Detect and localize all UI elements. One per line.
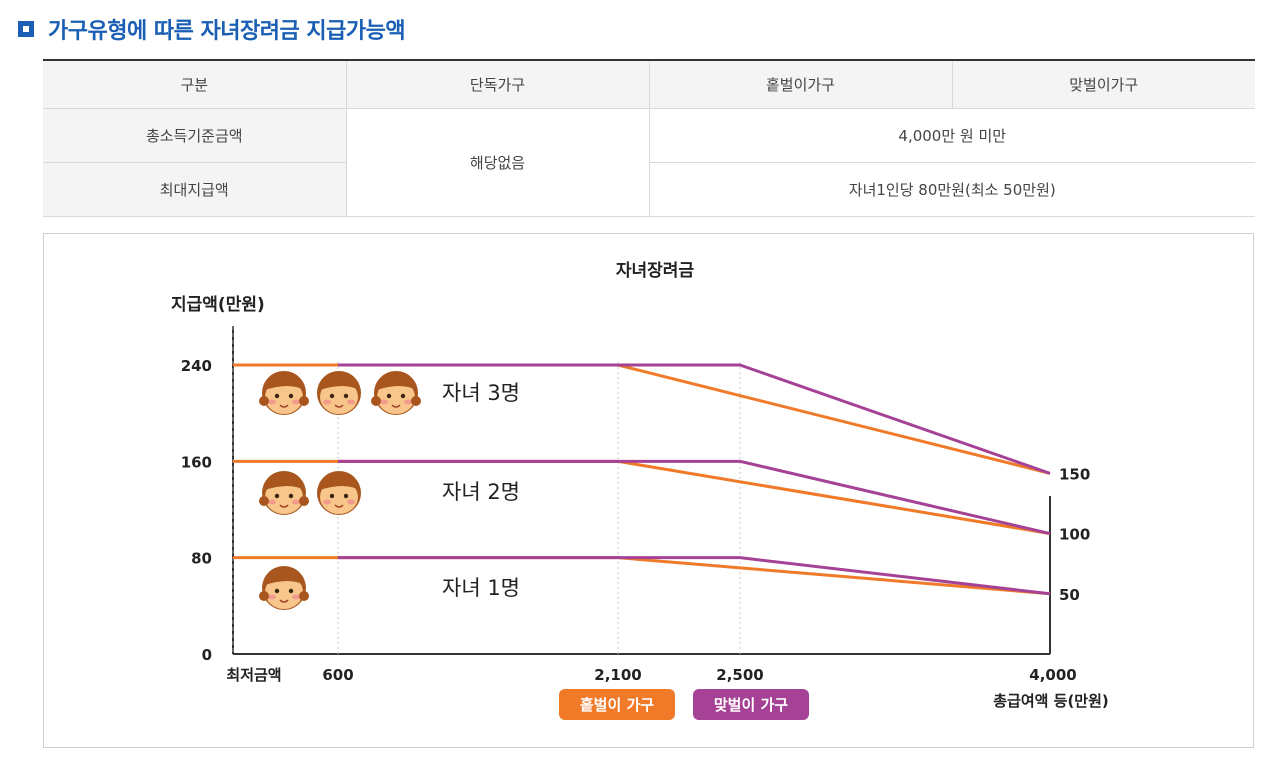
right-tick-label: 50 <box>1059 586 1080 604</box>
series-line <box>338 459 1051 536</box>
child-face-icon <box>259 566 309 610</box>
row-label: 최대지급액 <box>43 162 346 217</box>
x-tick-label: 최저금액 <box>226 666 281 684</box>
table-header: 홑벌이가구 <box>648 59 952 109</box>
legend-dual-earner: 맞벌이 가구 <box>693 689 809 720</box>
table-header: 맞벌이가구 <box>951 59 1255 109</box>
table-cell: 자녀1인당 80만원(최소 50만원) <box>648 162 1255 217</box>
child-face-icon <box>259 471 309 515</box>
square-bullet-icon <box>18 21 34 37</box>
x-tick-label: 600 <box>322 666 353 684</box>
series-line <box>338 363 1051 475</box>
child-face-icon <box>317 471 361 515</box>
single-household-value: 해당없음 <box>345 108 649 217</box>
page-title: 가구유형에 따른 자녀장려금 지급가능액 <box>48 19 406 44</box>
child-face-icon <box>317 371 361 415</box>
table-header: 단독가구 <box>345 59 649 109</box>
eligibility-table: 구분 단독가구 홑벌이가구 맞벌이가구 총소득기준금액 해당없음 4,000만 … <box>43 59 1255 217</box>
y-tick-label: 0 <box>202 646 212 664</box>
x-tick-label: 2,500 <box>716 666 763 684</box>
x-tick-label: 4,000 <box>1029 666 1076 684</box>
chart-title: 자녀장려금 <box>616 261 695 281</box>
row-label: 총소득기준금액 <box>43 108 346 163</box>
child-face-icon <box>259 371 309 415</box>
children-group-label: 자녀 3명 <box>442 381 520 405</box>
chart-container: 자녀장려금 지급액(만원) 총급여액 등(만원) 0 80 160 240 최저금액 60… <box>43 233 1254 748</box>
table-header: 구분 <box>43 59 346 109</box>
series-line <box>233 556 1051 596</box>
table-header-row: 구분 단독가구 홑벌이가구 맞벌이가구 <box>43 59 1255 109</box>
x-axis-label: 총급여액 등(만원) <box>993 692 1109 710</box>
series-line <box>338 556 1051 596</box>
table-row: 최대지급액 자녀1인당 80만원(최소 50만원) <box>43 162 1255 217</box>
children-group-label: 자녀 1명 <box>442 576 520 600</box>
section-heading: 가구유형에 따른 자녀장려금 지급가능액 <box>18 14 406 44</box>
child-incentive-chart: 자녀장려금 지급액(만원) 총급여액 등(만원) 0 80 160 240 최저금액 60… <box>171 261 1109 710</box>
y-axis-label: 지급액(만원) <box>171 295 265 315</box>
table-row: 총소득기준금액 해당없음 4,000만 원 미만 <box>43 108 1255 217</box>
children-group-label: 자녀 2명 <box>442 480 520 504</box>
y-tick-label: 240 <box>181 357 212 375</box>
right-tick-label: 100 <box>1059 526 1090 544</box>
table-cell: 4,000만 원 미만 <box>648 108 1255 163</box>
y-tick-label: 80 <box>191 550 212 568</box>
y-tick-label: 160 <box>181 453 212 471</box>
legend-single-earner: 홑벌이 가구 <box>559 689 675 720</box>
right-tick-label: 150 <box>1059 465 1090 483</box>
child-face-icon <box>371 371 421 415</box>
x-tick-label: 2,100 <box>594 666 641 684</box>
